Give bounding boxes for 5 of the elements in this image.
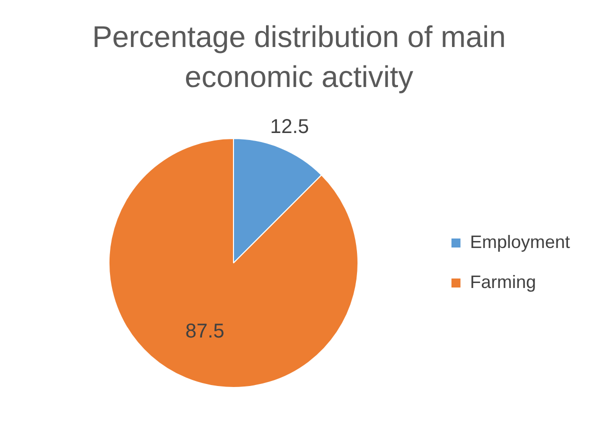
legend-label: Farming bbox=[470, 272, 536, 292]
data-label: 12.5 bbox=[270, 116, 310, 138]
chart-title: Percentage distribution of main economic activity bbox=[91, 20, 507, 96]
legend-label: Employment bbox=[470, 232, 570, 252]
data-label: 87.5 bbox=[185, 320, 224, 343]
